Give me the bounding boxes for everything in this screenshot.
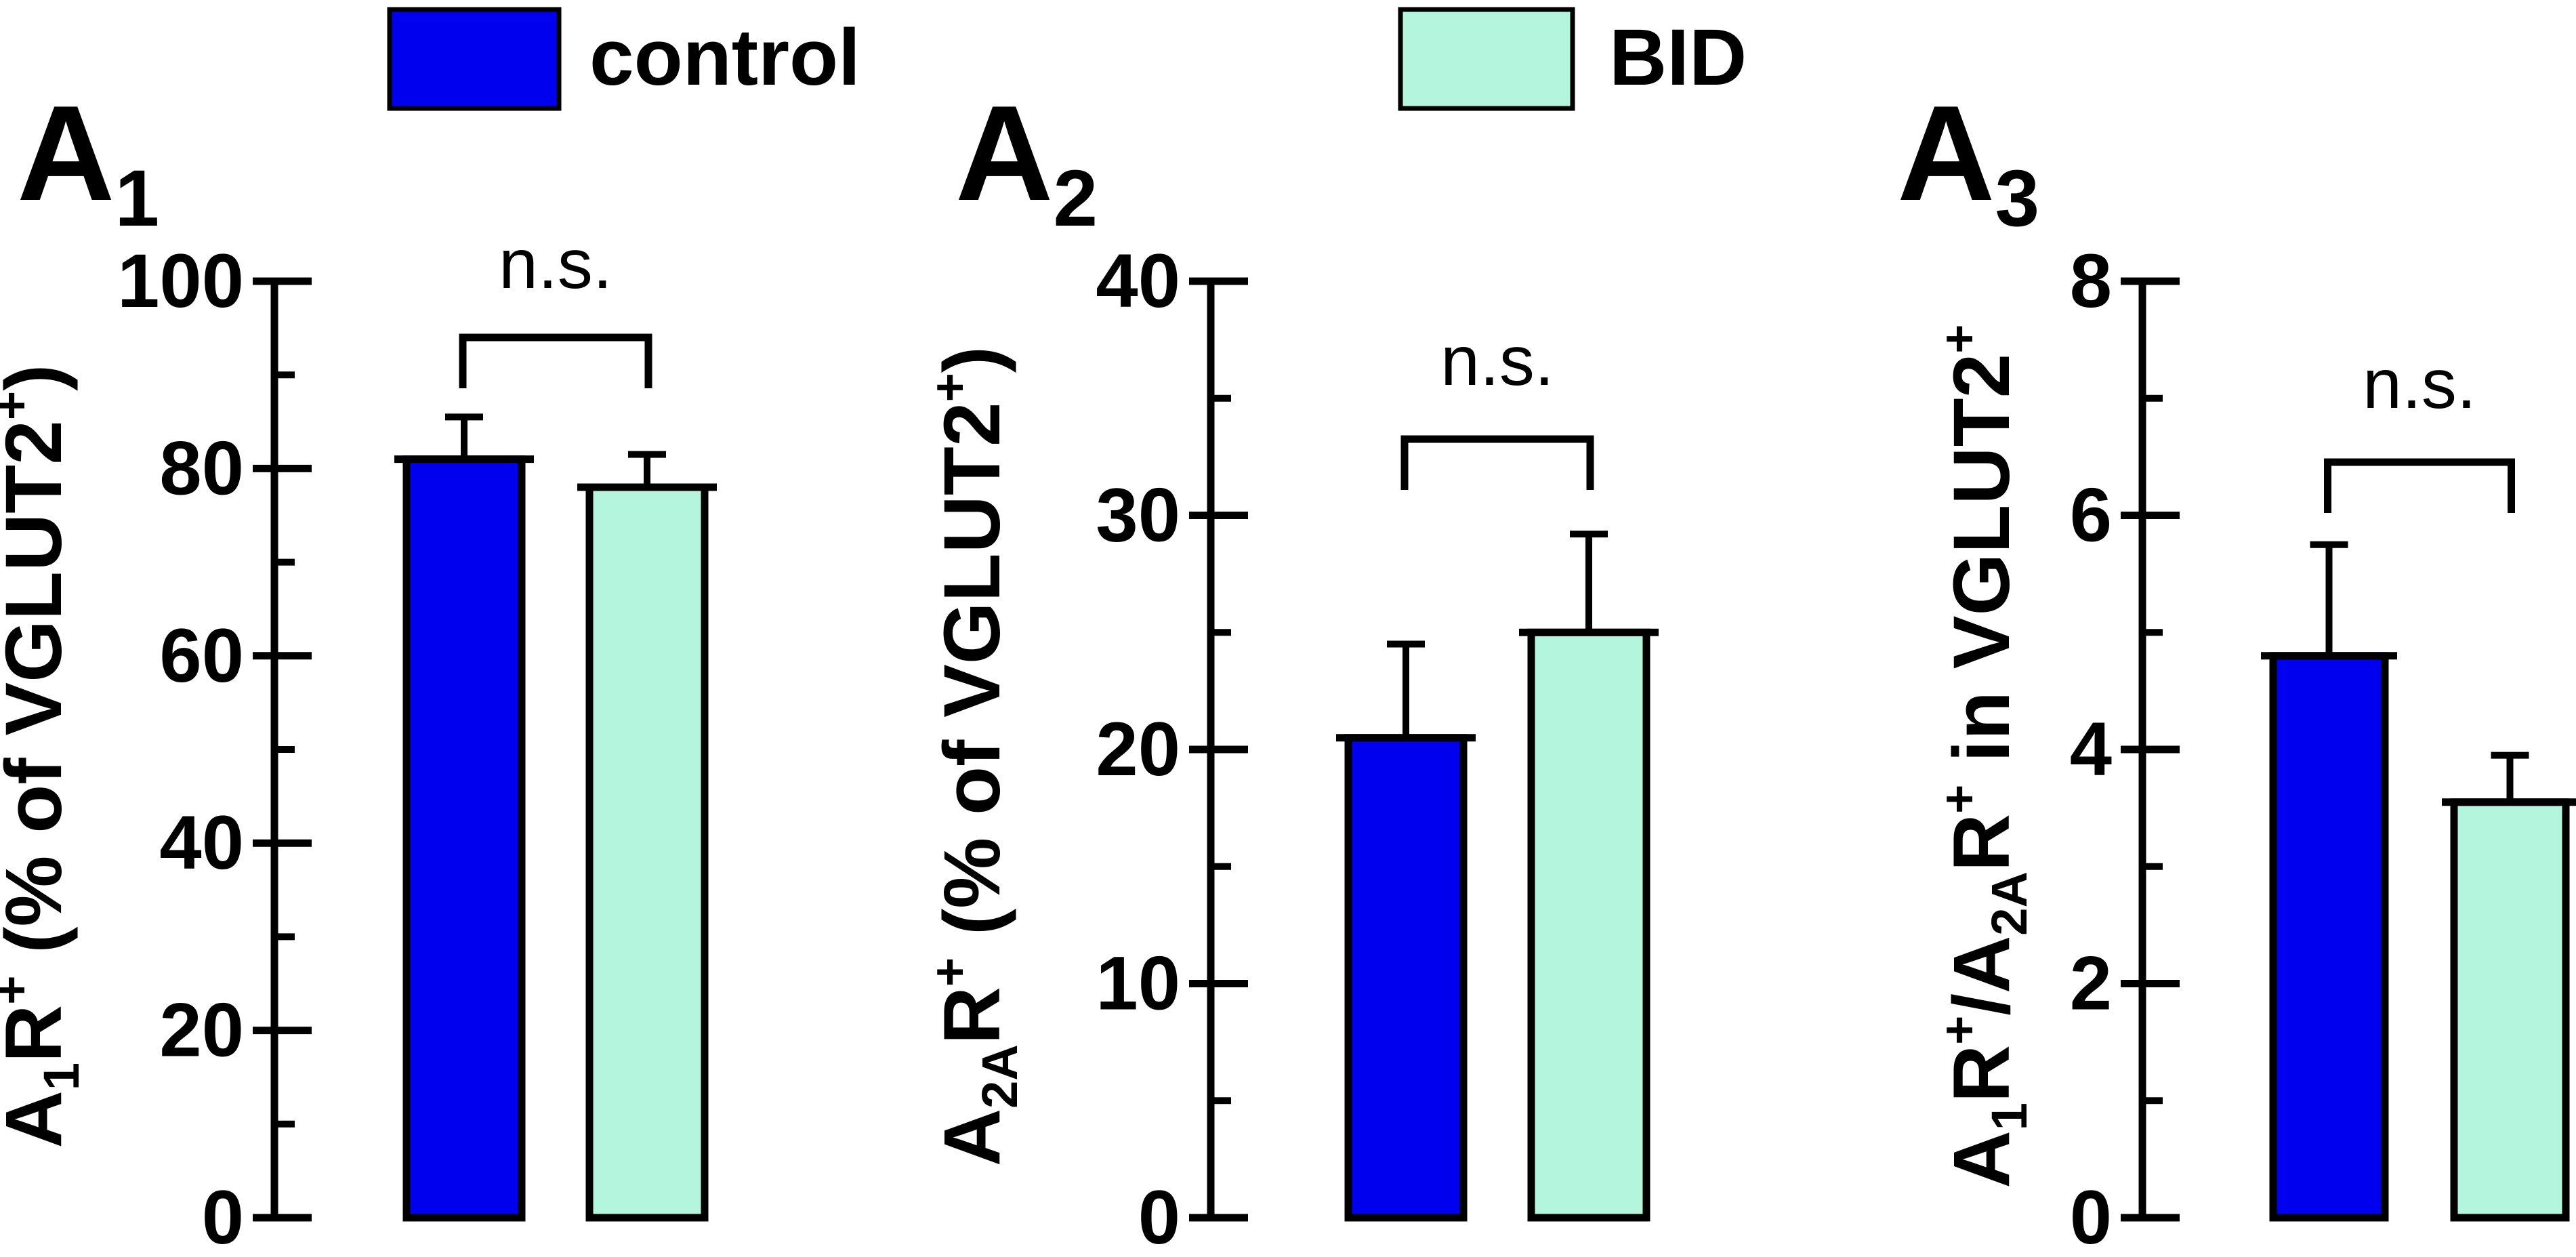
panel-1: A1 0 20 40 60 80 100 n.s. A1R+ (% of VGLUT2+) [0, 78, 717, 1257]
legend: control BID [387, 7, 1747, 111]
panel-label: A3 [1897, 78, 2039, 243]
significance-bracket [2324, 458, 2515, 513]
panel-2: A2 0 10 20 30 40 n.s. A2AR+ (% of VGLUT2+) [921, 78, 1659, 1257]
panel-label: A1 [17, 78, 159, 243]
y-tick-label: 0 [1138, 1175, 1180, 1257]
legend-label-control: control [589, 13, 860, 102]
bar-bid [585, 483, 709, 1222]
y-axis-label: A1R+ (% of VGLUT2+) [0, 365, 89, 1149]
legend-swatch-bid [1398, 7, 1575, 111]
significance-bracket [459, 333, 652, 388]
panel-3: A3 0 2 4 6 8 n.s. A1R+/A2AR+ in VGLUT2+ [1897, 78, 2576, 1257]
y-tick-label: 80 [159, 426, 244, 510]
y-tick-label: 0 [2070, 1175, 2112, 1257]
y-tick-label: 6 [2070, 473, 2112, 558]
y-tick-label: 40 [159, 800, 244, 885]
panel-label: A2 [955, 78, 1098, 243]
y-tick-label: 2 [2070, 941, 2112, 1026]
significance-label: n.s. [2363, 345, 2476, 424]
y-tick-label: 10 [1096, 941, 1180, 1026]
y-tick-label: 20 [1096, 707, 1180, 791]
significance-label: n.s. [1440, 322, 1554, 400]
bar-bid [1527, 628, 1650, 1222]
y-tick-label: 20 [159, 988, 244, 1073]
y-tick-label: 4 [2070, 707, 2112, 791]
y-tick-label: 40 [1096, 239, 1180, 323]
y-tick-label: 100 [117, 239, 244, 323]
bar-bid [2450, 798, 2570, 1222]
significance-bracket [1400, 435, 1594, 490]
bar-control [402, 455, 526, 1222]
y-tick-label: 30 [1096, 473, 1180, 558]
y-axis-label: A2AR+ (% of VGLUT2+) [921, 346, 1028, 1166]
y-tick-label: 8 [2070, 239, 2112, 323]
significance-label: n.s. [499, 225, 612, 304]
y-axis-label: A1R+/A2AR+ in VGLUT2+ [1931, 325, 2037, 1189]
legend-swatch-control [387, 7, 562, 111]
bar-control [2269, 652, 2389, 1222]
bar-control [1344, 734, 1468, 1222]
y-tick-label: 0 [202, 1175, 244, 1257]
y-tick-label: 60 [159, 613, 244, 698]
legend-label-bid: BID [1609, 13, 1747, 102]
